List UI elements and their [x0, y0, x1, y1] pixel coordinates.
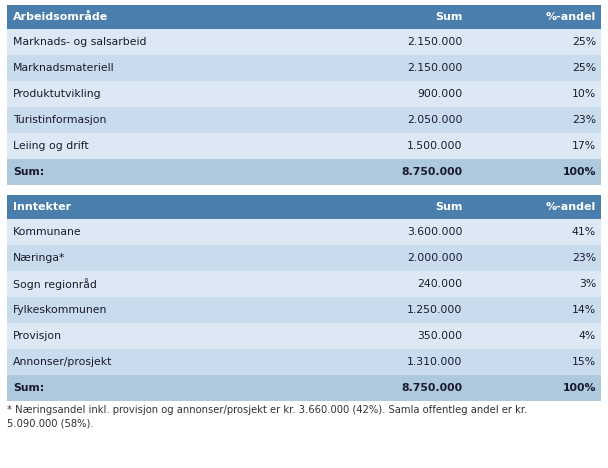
- Text: 2.000.000: 2.000.000: [407, 253, 462, 263]
- Bar: [7, 159, 277, 185]
- Bar: [468, 323, 601, 349]
- Bar: [468, 349, 601, 375]
- Text: 1.500.000: 1.500.000: [407, 141, 462, 151]
- Bar: [277, 245, 468, 271]
- Bar: [277, 323, 468, 349]
- Bar: [277, 55, 468, 81]
- Bar: [277, 159, 468, 185]
- Bar: [7, 297, 277, 323]
- Bar: [277, 195, 468, 219]
- Text: %-andel: %-andel: [546, 12, 596, 22]
- Bar: [277, 375, 468, 401]
- Bar: [7, 55, 277, 81]
- Text: 23%: 23%: [572, 115, 596, 125]
- Text: Marknads- og salsarbeid: Marknads- og salsarbeid: [13, 37, 147, 47]
- Bar: [468, 133, 601, 159]
- Bar: [7, 5, 277, 29]
- Bar: [468, 195, 601, 219]
- Text: 2.150.000: 2.150.000: [407, 37, 462, 47]
- Text: Provisjon: Provisjon: [13, 331, 62, 341]
- Bar: [468, 55, 601, 81]
- Text: Turistinformasjon: Turistinformasjon: [13, 115, 106, 125]
- Bar: [468, 5, 601, 29]
- Bar: [468, 29, 601, 55]
- Text: Sogn regionråd: Sogn regionråd: [13, 278, 97, 290]
- Text: Sum:: Sum:: [13, 167, 44, 177]
- Bar: [7, 219, 277, 245]
- Text: 14%: 14%: [572, 305, 596, 315]
- Text: 1.250.000: 1.250.000: [407, 305, 462, 315]
- Text: 2.050.000: 2.050.000: [407, 115, 462, 125]
- Bar: [7, 271, 277, 297]
- Text: 350.000: 350.000: [417, 331, 462, 341]
- Text: %-andel: %-andel: [546, 202, 596, 212]
- Bar: [7, 349, 277, 375]
- Bar: [7, 375, 277, 401]
- Text: Produktutvikling: Produktutvikling: [13, 89, 102, 99]
- Bar: [7, 133, 277, 159]
- Bar: [277, 271, 468, 297]
- Text: 23%: 23%: [572, 253, 596, 263]
- Text: 1.310.000: 1.310.000: [407, 357, 462, 367]
- Bar: [468, 219, 601, 245]
- Bar: [7, 195, 277, 219]
- Bar: [468, 375, 601, 401]
- Bar: [277, 81, 468, 107]
- Text: 10%: 10%: [572, 89, 596, 99]
- Bar: [277, 107, 468, 133]
- Text: 100%: 100%: [562, 383, 596, 393]
- Bar: [7, 107, 277, 133]
- Text: 240.000: 240.000: [417, 279, 462, 289]
- Text: 15%: 15%: [572, 357, 596, 367]
- Bar: [277, 133, 468, 159]
- Text: 4%: 4%: [579, 331, 596, 341]
- Text: 900.000: 900.000: [417, 89, 462, 99]
- Bar: [277, 5, 468, 29]
- Bar: [7, 245, 277, 271]
- Bar: [468, 297, 601, 323]
- Text: Kommunane: Kommunane: [13, 227, 81, 237]
- Text: 17%: 17%: [572, 141, 596, 151]
- Bar: [7, 323, 277, 349]
- Text: 8.750.000: 8.750.000: [401, 383, 462, 393]
- Bar: [468, 271, 601, 297]
- Text: Sum: Sum: [435, 202, 462, 212]
- Text: Sum: Sum: [435, 12, 462, 22]
- Text: Fylkeskommunen: Fylkeskommunen: [13, 305, 108, 315]
- Bar: [277, 29, 468, 55]
- Bar: [468, 159, 601, 185]
- Bar: [468, 107, 601, 133]
- Text: Leiing og drift: Leiing og drift: [13, 141, 89, 151]
- Text: Sum:: Sum:: [13, 383, 44, 393]
- Text: 2.150.000: 2.150.000: [407, 63, 462, 73]
- Bar: [7, 29, 277, 55]
- Text: 8.750.000: 8.750.000: [401, 167, 462, 177]
- Text: 41%: 41%: [572, 227, 596, 237]
- Text: 3.600.000: 3.600.000: [407, 227, 462, 237]
- Text: 25%: 25%: [572, 63, 596, 73]
- Text: Annonser/prosjekt: Annonser/prosjekt: [13, 357, 112, 367]
- Text: * Næringsandel inkl. provisjon og annonser/prosjekt er kr. 3.660.000 (42%). Saml: * Næringsandel inkl. provisjon og annons…: [7, 405, 527, 429]
- Text: Inntekter: Inntekter: [13, 202, 71, 212]
- Bar: [468, 81, 601, 107]
- Text: 100%: 100%: [562, 167, 596, 177]
- Bar: [277, 297, 468, 323]
- Bar: [277, 219, 468, 245]
- Text: Næringa*: Næringa*: [13, 253, 66, 263]
- Text: Marknadsmateriell: Marknadsmateriell: [13, 63, 115, 73]
- Text: Arbeidsområde: Arbeidsområde: [13, 12, 108, 22]
- Bar: [7, 81, 277, 107]
- Bar: [277, 349, 468, 375]
- Text: 3%: 3%: [579, 279, 596, 289]
- Bar: [468, 245, 601, 271]
- Text: 25%: 25%: [572, 37, 596, 47]
